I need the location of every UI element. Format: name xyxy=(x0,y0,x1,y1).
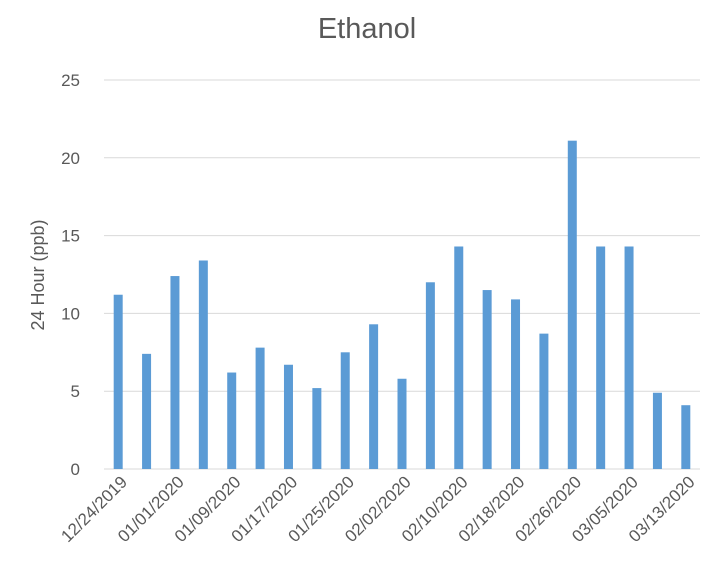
bar xyxy=(454,246,464,469)
chart-title: Ethanol xyxy=(318,13,416,45)
y-axis-title: 24 Hour (ppb) xyxy=(28,219,48,330)
bar xyxy=(198,260,208,469)
bar xyxy=(681,405,691,469)
y-tick-label: 10 xyxy=(61,304,80,323)
y-tick-label: 25 xyxy=(61,71,80,90)
bar xyxy=(596,246,606,469)
bar xyxy=(539,333,549,469)
y-tick-label: 0 xyxy=(71,460,80,479)
bar xyxy=(227,372,237,469)
bar xyxy=(482,290,492,469)
bar xyxy=(397,378,407,469)
y-tick-label: 15 xyxy=(61,227,80,246)
bar xyxy=(340,352,350,469)
bar xyxy=(170,276,180,469)
y-tick-label: 20 xyxy=(61,149,80,168)
bar xyxy=(511,299,521,469)
bar xyxy=(255,347,265,469)
bar xyxy=(624,246,634,469)
bar xyxy=(425,282,435,469)
y-tick-label: 5 xyxy=(71,382,80,401)
bar xyxy=(283,364,293,469)
bar xyxy=(142,353,152,469)
bar xyxy=(652,392,662,469)
bar xyxy=(369,324,379,469)
bar xyxy=(312,388,322,469)
bar xyxy=(113,294,123,469)
bar xyxy=(567,140,577,469)
